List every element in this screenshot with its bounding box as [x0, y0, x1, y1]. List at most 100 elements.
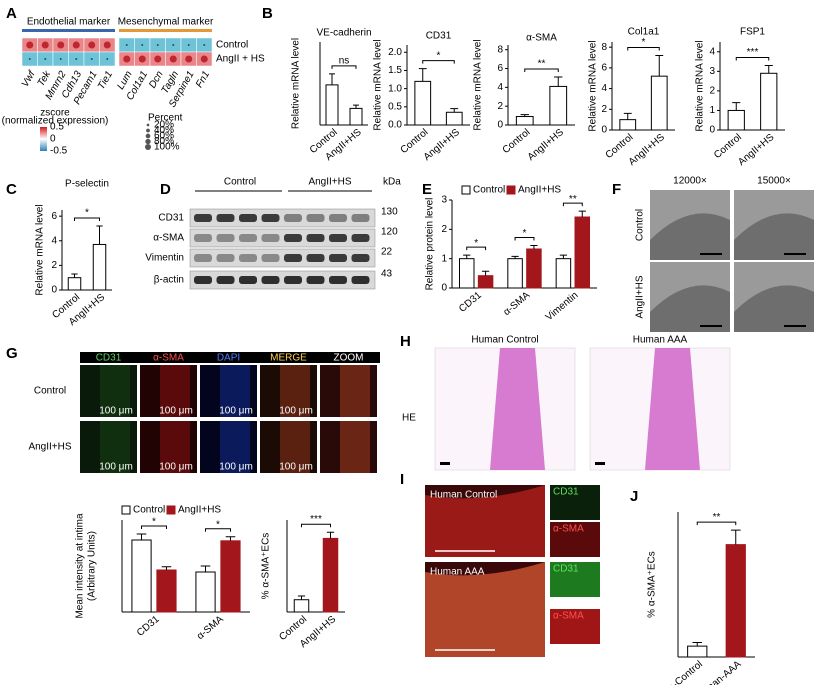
x-tick-label: Vimentin: [544, 290, 581, 323]
if-tissue: [160, 365, 190, 417]
dot: [103, 41, 111, 49]
y-axis-label: Relative mRNA level: [588, 40, 599, 131]
band: [351, 254, 370, 262]
dot: [106, 58, 109, 60]
bar: [687, 645, 708, 658]
panel-label: D: [160, 181, 171, 198]
error-bar: [136, 533, 147, 540]
dot: [203, 44, 206, 46]
legend-label: Control: [133, 505, 165, 516]
significance: *: [642, 37, 646, 48]
y-tick-label: 0: [601, 125, 607, 136]
blot-strip: [189, 208, 376, 228]
error-bar: [161, 566, 172, 570]
dot: [123, 55, 131, 63]
error-bar: [730, 529, 741, 545]
band: [239, 276, 257, 284]
error-bar: [764, 64, 773, 74]
bar: [555, 258, 572, 289]
row-label: AngII+HS: [635, 275, 646, 318]
y-tick-label: 0.0: [388, 120, 402, 131]
if-tissue: [280, 365, 310, 417]
em-texture: [650, 285, 730, 332]
bar: [92, 243, 107, 291]
significance: **: [713, 512, 721, 523]
x-tick-label: α-SMA: [195, 614, 226, 642]
bar: [477, 275, 494, 289]
size-label: 22: [381, 247, 393, 258]
row-label: CD31: [158, 213, 184, 224]
band: [194, 254, 212, 262]
sig-bracket: [524, 68, 559, 72]
error-bar: [559, 254, 568, 259]
if-tissue: [220, 421, 250, 473]
group-bar: [22, 29, 115, 32]
colorbar-tick: -0.5: [50, 146, 68, 157]
band: [284, 254, 302, 262]
if-tissue: [100, 365, 130, 417]
chart-title: P-selectin: [65, 179, 109, 190]
size-dot: [146, 128, 150, 133]
band: [351, 276, 370, 284]
channel-label: CD31: [553, 564, 579, 575]
size-dot: [146, 123, 150, 127]
sig-bracket: [514, 236, 535, 241]
sig-bracket: [301, 523, 331, 528]
significance: *: [152, 517, 156, 528]
colorbar-tick: 0: [50, 134, 56, 145]
legend-label: AngII+HS: [178, 505, 221, 516]
y-tick-label: 2: [441, 224, 447, 235]
unit: kDa: [383, 177, 401, 188]
band: [194, 276, 212, 284]
error-bar: [450, 108, 459, 113]
sig-bracket: [205, 528, 231, 532]
band: [239, 234, 257, 242]
y-tick-label: 3: [441, 195, 447, 206]
scale-label: 100 μm: [159, 406, 193, 417]
band: [239, 254, 257, 262]
ihc-tissue: [425, 562, 545, 657]
y-tick-label: 0: [497, 120, 503, 131]
em-texture: [734, 213, 814, 260]
significance: *: [474, 238, 478, 249]
significance: ***: [747, 47, 759, 58]
sig-bracket: [466, 246, 487, 251]
stain-label: HE: [402, 413, 416, 424]
row-label: Vimentin: [145, 253, 184, 264]
band: [284, 234, 302, 242]
bar: [650, 75, 668, 131]
colorbar-title: (normalized expression): [2, 116, 109, 127]
error-bar: [530, 244, 538, 249]
y-tick-label: 4: [51, 235, 57, 246]
size-dot: [145, 133, 151, 139]
y-tick-label: 6: [51, 211, 57, 222]
size-title: Percent: [148, 113, 183, 124]
dot: [41, 41, 49, 49]
x-tick-label: AngII+HS: [627, 132, 667, 168]
y-tick-label: 4: [497, 82, 503, 93]
significance: *: [85, 208, 89, 219]
y-axis-label: Mean intensity at intima: [75, 513, 86, 618]
group-label: Endothelial marker: [27, 17, 111, 28]
size-label: 120: [381, 227, 398, 238]
band: [216, 234, 235, 242]
y-tick-label: 2: [51, 260, 57, 271]
error-bar: [481, 270, 490, 276]
panel-label: A: [6, 5, 17, 22]
dot: [59, 58, 62, 60]
size-dot: [145, 144, 151, 150]
channel-label: α-SMA: [153, 353, 184, 364]
dot: [125, 44, 128, 46]
scale-label: 100 μm: [279, 406, 313, 417]
x-tick-label: CD31: [457, 290, 484, 315]
band: [284, 214, 302, 222]
band: [216, 214, 235, 222]
blot-strip: [189, 270, 376, 290]
y-tick-label: 0: [51, 285, 57, 296]
panel-label: G: [6, 345, 18, 362]
chart-title: FSP1: [740, 27, 765, 38]
channel-label: DAPI: [217, 353, 240, 364]
sig-bracket: [627, 46, 660, 51]
bar: [507, 258, 523, 289]
